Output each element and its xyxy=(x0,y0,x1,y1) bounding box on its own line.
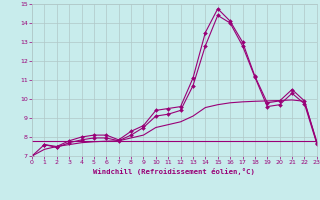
X-axis label: Windchill (Refroidissement éolien,°C): Windchill (Refroidissement éolien,°C) xyxy=(93,168,255,175)
